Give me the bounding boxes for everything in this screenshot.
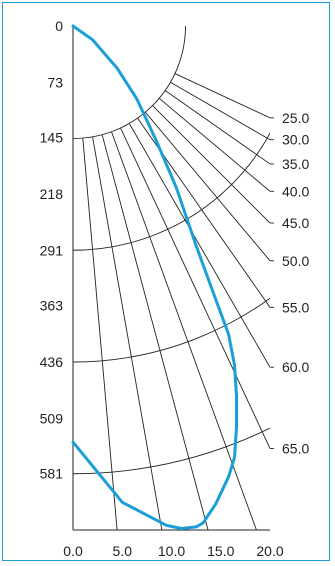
y-tick-label-3: 218: [40, 186, 64, 202]
angle-label-13: 25.0: [282, 110, 309, 126]
angle-label-12: 30.0: [282, 132, 309, 148]
y-tick-label-7: 509: [40, 410, 64, 426]
radial-line-3: [101, 134, 209, 530]
arc-0: [73, 26, 186, 139]
radial-line-13: [174, 73, 270, 119]
arc-3: [73, 427, 270, 475]
y-tick-label-6: 436: [40, 354, 64, 370]
angle-label-11: 35.0: [282, 156, 309, 172]
labels: 65.0 60.0 55.0 50.0 45.0 40.0 35.0 30.0 25.0 0 73 1…: [40, 18, 310, 559]
x-tick-label-0: 0.0: [63, 543, 83, 559]
y-tick-label-2: 145: [40, 130, 64, 146]
y-tick-label-4: 291: [40, 242, 64, 258]
radial-line-1: [82, 138, 118, 530]
radial-line-8: [144, 111, 270, 262]
y-tick-label-0: 0: [55, 18, 63, 34]
x-tick-label-3: 15.0: [207, 543, 234, 559]
chart-frame: [2, 2, 330, 561]
curve-layer: [71, 24, 238, 530]
radial-line-9: [152, 105, 270, 224]
y-tick-label-1: 73: [47, 74, 63, 90]
x-tick-label-4: 20.0: [256, 543, 283, 559]
radial-line-12: [170, 81, 270, 141]
radial-line-10: [158, 97, 270, 192]
x-tick-label-2: 10.0: [158, 543, 185, 559]
radial-line-2: [92, 136, 163, 530]
radial-line-11: [164, 90, 270, 165]
angle-label-5: 65.0: [282, 440, 309, 456]
angle-label-7: 55.0: [282, 299, 309, 315]
angle-label-8: 50.0: [282, 253, 309, 269]
radial-line-5: [120, 127, 270, 449]
angle-label-9: 45.0: [282, 215, 309, 231]
angle-label-6: 60.0: [282, 359, 309, 375]
x-tick-label-1: 5.0: [113, 543, 133, 559]
y-tick-label-5: 363: [40, 298, 64, 314]
radial-line-4: [111, 131, 257, 530]
y-tick-label-8: 581: [40, 466, 64, 482]
radial-line-6: [128, 123, 270, 368]
angle-label-10: 40.0: [282, 183, 309, 199]
series-line-0: [71, 24, 238, 530]
